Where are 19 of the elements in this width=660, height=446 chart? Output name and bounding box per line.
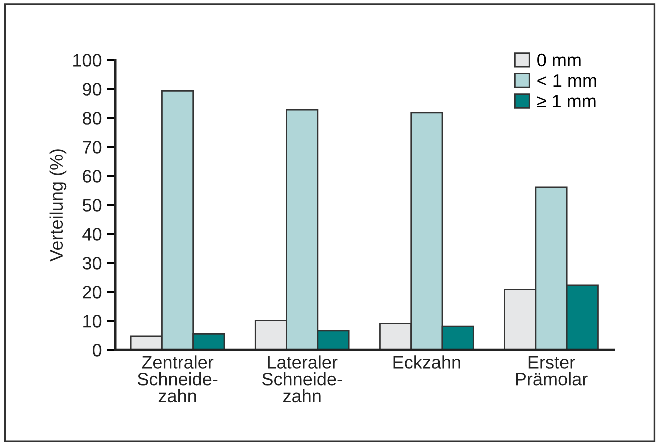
y-tick-label: 60 — [83, 170, 102, 183]
legend-label: < 1 mm — [538, 74, 596, 87]
y-tick-label: 0 — [92, 344, 102, 357]
y-tick-label: 40 — [82, 228, 102, 241]
y-tick-label: 70 — [83, 141, 102, 154]
y-tick-label: 100 — [74, 54, 102, 67]
y-tick-label: 10 — [84, 315, 102, 328]
legend-label: 0 mm — [538, 54, 581, 67]
x-tick-label: Zentraler Schneide- zahn — [138, 356, 218, 403]
x-tick-label: Erster Prämolar — [516, 356, 588, 386]
y-tick-label: 30 — [82, 257, 102, 270]
x-tick-label: Eckzahn — [394, 356, 460, 369]
legend-label: ≥ 1 mm — [537, 95, 596, 108]
y-tick-label: 50 — [82, 199, 102, 212]
y-tick-label: 80 — [83, 112, 102, 125]
y-axis-title: Verteilung (%) — [50, 150, 67, 262]
x-tick-label: Lateraler Schneide- zahn — [262, 356, 342, 403]
y-tick-label: 20 — [83, 286, 102, 299]
y-tick-label: 90 — [83, 83, 102, 96]
